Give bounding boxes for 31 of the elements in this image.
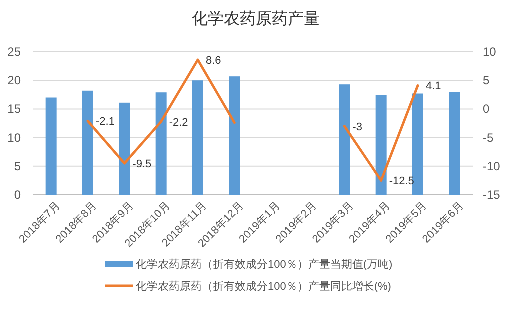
y-tick-label: 0 xyxy=(14,188,22,202)
data-label: 8.6 xyxy=(206,55,222,68)
y2-tick-label: 0 xyxy=(483,102,490,116)
bar xyxy=(376,95,387,195)
bar xyxy=(339,84,350,195)
bar xyxy=(119,102,130,195)
y2-tick-label: -5 xyxy=(483,130,494,145)
y2-tick-label: 10 xyxy=(483,45,497,59)
y-tick-label: 25 xyxy=(8,45,22,59)
data-label: -3 xyxy=(352,121,362,134)
data-label: -9.5 xyxy=(132,158,152,171)
chart-title: 化学农药原药产量 xyxy=(192,10,320,28)
bar xyxy=(82,90,94,195)
bar xyxy=(229,76,240,195)
data-label: 4.1 xyxy=(426,80,442,93)
y2-tick-label: 5 xyxy=(483,74,490,88)
data-label: -2.2 xyxy=(169,116,188,129)
legend-label: 化学农药原药（折有效成分100％）产量当期值(万吨) xyxy=(136,258,393,271)
y-tick-label: 5 xyxy=(14,159,22,174)
y2-tick-label: -15 xyxy=(483,188,501,202)
bar xyxy=(156,92,167,195)
y-tick-label: 10 xyxy=(8,130,22,145)
legend-label: 化学农药原药（折有效成分100％）产量同比增长(%) xyxy=(136,280,392,293)
y-tick-label: 15 xyxy=(8,102,22,116)
y-tick-label: 20 xyxy=(8,74,22,88)
bar xyxy=(449,92,460,195)
y2-tick-label: -10 xyxy=(483,159,501,174)
bar xyxy=(192,80,204,195)
bar xyxy=(412,94,424,195)
data-label: -2.1 xyxy=(96,116,115,128)
bar xyxy=(46,98,57,195)
